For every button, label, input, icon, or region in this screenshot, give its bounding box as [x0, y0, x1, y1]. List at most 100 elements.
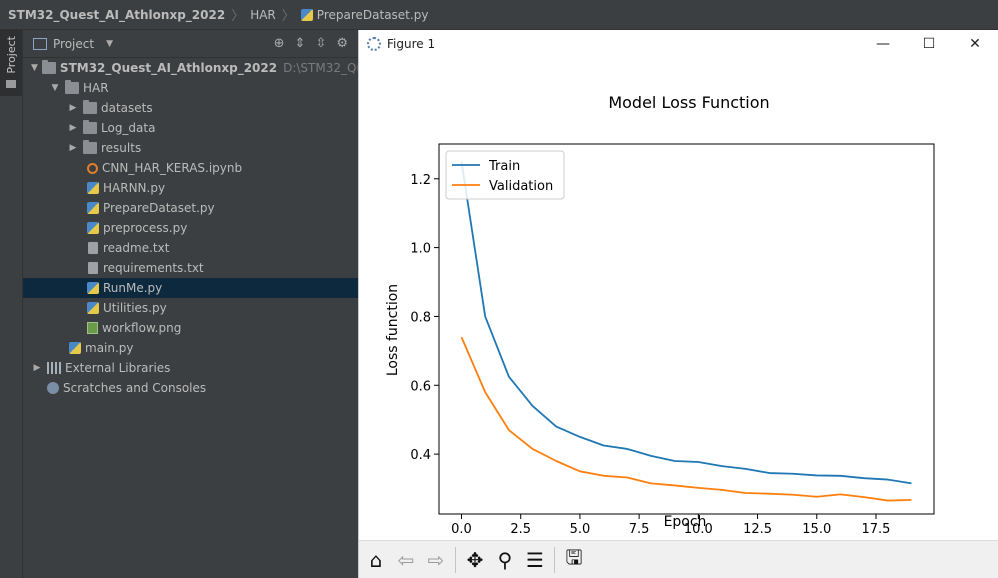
zoom-icon[interactable]: ⚲ — [497, 547, 513, 572]
tree-item-preprocess[interactable]: preprocess.py — [23, 218, 358, 238]
folder-icon — [83, 140, 97, 154]
breadcrumb-folder[interactable]: HAR — [250, 7, 276, 22]
tree-item-harnn[interactable]: HARNN.py — [23, 178, 358, 198]
tree-item-label: External Libraries — [65, 361, 171, 375]
series-line-validation — [460, 336, 912, 502]
series-line-train — [460, 161, 912, 485]
y-tick-label: 0.4 — [410, 448, 431, 463]
tree-item-log-data[interactable]: ▶ Log_data — [23, 118, 358, 138]
text-file-icon — [88, 262, 98, 274]
text-file-icon — [88, 242, 98, 254]
breadcrumb-file[interactable]: PrepareDataset.py — [316, 7, 429, 22]
tree-item-label: Scratches and Consoles — [63, 381, 207, 395]
library-icon — [47, 362, 61, 374]
chevron-down-icon[interactable]: ▼ — [31, 63, 38, 73]
axes-frame — [438, 143, 935, 515]
close-icon[interactable]: ✕ — [969, 36, 981, 52]
x-tick-label: 15.0 — [802, 522, 831, 537]
tree-item-label: requirements.txt — [103, 261, 204, 275]
tree-item-har[interactable]: ▼ HAR — [23, 78, 358, 98]
notebook-file-icon — [87, 162, 98, 174]
loss-chart: Model Loss Function Epoch Loss function … — [385, 93, 935, 537]
project-panel-title[interactable]: Project — [53, 36, 95, 51]
matplotlib-icon — [367, 37, 381, 51]
python-file-icon — [87, 182, 99, 194]
figure-title: Figure 1 — [387, 37, 436, 51]
gear-icon[interactable]: ⚙ — [336, 36, 348, 51]
tree-item-label: main.py — [85, 341, 134, 355]
project-panel: Project ▼ ⊕ ⇕ ⇳ ⚙ ▼ STM32_Quest_AI_Athlo… — [23, 30, 388, 578]
tree-item-notebook[interactable]: CNN_HAR_KERAS.ipynb — [23, 158, 358, 178]
python-file-icon — [87, 202, 99, 214]
chevron-down-icon[interactable]: ▼ — [51, 83, 59, 93]
tree-item-preparedataset[interactable]: PrepareDataset.py — [23, 198, 358, 218]
folder-icon — [6, 79, 16, 88]
tree-item-label: Log_data — [101, 121, 156, 135]
tree-item-results[interactable]: ▶ results — [23, 138, 358, 158]
tree-item-datasets[interactable]: ▶ datasets — [23, 98, 358, 118]
home-icon[interactable]: ⌂ — [369, 547, 383, 572]
tree-item-requirements[interactable]: requirements.txt — [23, 258, 358, 278]
x-tick-label: 7.5 — [629, 522, 650, 537]
tree-item-label: Utilities.py — [103, 301, 167, 315]
x-tick-label: 2.5 — [510, 522, 531, 537]
back-icon[interactable]: ⇦ — [397, 547, 415, 572]
forward-icon[interactable]: ⇨ — [427, 547, 445, 572]
chevron-right-icon[interactable]: ▶ — [69, 123, 77, 133]
chevron-right-icon[interactable]: ▶ — [69, 143, 77, 153]
y-axis-label: Loss function — [385, 284, 401, 376]
y-tick-label: 1.2 — [410, 173, 431, 188]
save-icon[interactable]: 🖫 — [565, 544, 583, 569]
legend-label: Train — [488, 159, 520, 174]
configure-subplots-icon[interactable]: ☰ — [526, 547, 544, 572]
folder-icon — [83, 100, 97, 114]
tree-item-label: PrepareDataset.py — [103, 201, 215, 215]
project-tool-tab[interactable]: Project — [0, 30, 22, 96]
pan-icon[interactable]: ✥ — [466, 547, 484, 572]
collapse-all-icon[interactable]: ⇳ — [315, 36, 327, 51]
tree-item-runme[interactable]: RunMe.py — [23, 278, 358, 298]
tree-item-label: results — [101, 141, 142, 155]
folder-icon — [41, 60, 56, 74]
locate-file-icon[interactable]: ⊕ — [273, 36, 285, 51]
tree-item-label: workflow.png — [102, 321, 182, 335]
chart-title: Model Loss Function — [608, 93, 769, 112]
x-tick-label: 10.0 — [684, 522, 713, 537]
chevron-right-icon[interactable]: ▶ — [69, 103, 77, 113]
tree-item-label: readme.txt — [103, 241, 170, 255]
figure-window: Figure 1 — ☐ ✕ Model Loss Function Epoch… — [358, 30, 998, 578]
tree-item-main[interactable]: main.py — [23, 338, 358, 358]
chevron-down-icon[interactable]: ▼ — [106, 38, 113, 49]
tree-item-label: HARNN.py — [103, 181, 166, 195]
legend-label: Validation — [489, 179, 553, 194]
tree-item-external-libraries[interactable]: ▶ External Libraries — [23, 358, 358, 378]
tree-item-label: datasets — [101, 101, 153, 115]
tree-item-scratches[interactable]: Scratches and Consoles — [23, 378, 358, 398]
tree-item-label: STM32_Quest_AI_Athlonxp_2022 — [59, 61, 278, 75]
chevron-right-icon[interactable]: ▶ — [33, 363, 41, 373]
tree-item-workflow[interactable]: workflow.png — [23, 318, 358, 338]
chevron-right-icon: 〉 — [231, 9, 245, 24]
project-tab-label: Project — [4, 36, 18, 74]
legend-box — [445, 150, 565, 200]
breadcrumb-project[interactable]: STM32_Quest_AI_Athlonxp_2022 — [8, 7, 226, 22]
tree-item-project-root[interactable]: ▼ STM32_Quest_AI_Athlonxp_2022 D:\STM32_… — [23, 58, 388, 78]
tree-item-label: CNN_HAR_KERAS.ipynb — [102, 161, 243, 175]
expand-all-icon[interactable]: ⇕ — [294, 36, 306, 51]
image-file-icon — [87, 322, 98, 334]
scratches-icon — [47, 382, 59, 394]
project-tree: ▼ STM32_Quest_AI_Athlonxp_2022 D:\STM32_… — [23, 58, 388, 398]
tree-item-readme[interactable]: readme.txt — [23, 238, 358, 258]
minimize-icon[interactable]: — — [876, 36, 890, 52]
toolbar-divider — [455, 546, 456, 573]
tree-item-label: HAR — [83, 81, 109, 95]
tool-window-stripe: Project — [0, 30, 23, 578]
folder-icon — [65, 80, 79, 94]
tree-item-label: preprocess.py — [103, 221, 188, 235]
maximize-icon[interactable]: ☐ — [922, 36, 936, 52]
tree-item-utilities[interactable]: Utilities.py — [23, 298, 358, 318]
x-axis-label: Epoch — [664, 514, 707, 530]
y-tick-label: 0.6 — [410, 379, 431, 394]
x-tick-label: 12.5 — [743, 522, 772, 537]
x-tick-label: 0.0 — [451, 522, 472, 537]
